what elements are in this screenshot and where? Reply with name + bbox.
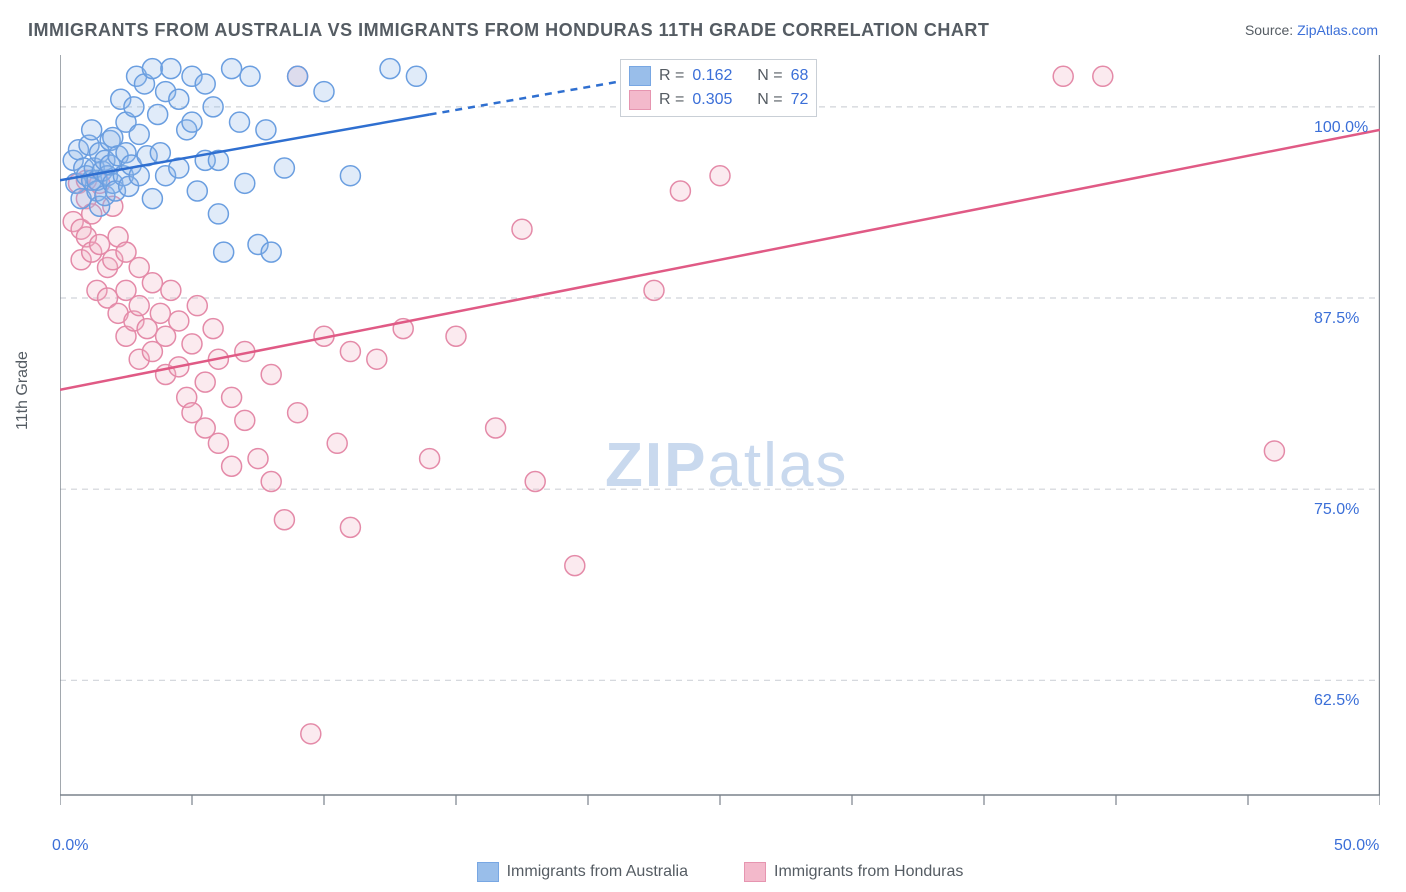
- legend-item-a: Immigrants from Australia: [477, 862, 688, 882]
- legend-stats-row-a: R = 0.162 N = 68: [629, 64, 808, 88]
- legend-item-b: Immigrants from Honduras: [744, 862, 963, 882]
- plot-svg: [60, 55, 1380, 815]
- legend-label: Immigrants from Australia: [507, 863, 688, 881]
- legend-label: Immigrants from Honduras: [774, 863, 963, 881]
- y-tick-label: 62.5%: [1314, 692, 1359, 710]
- swatch-icon: [477, 862, 499, 882]
- scatter-plot: ZIPatlas R = 0.162 N = 68 R = 0.305 N = …: [60, 55, 1380, 815]
- y-tick-label: 100.0%: [1314, 119, 1368, 137]
- stat-n-label: N =: [757, 67, 782, 85]
- stat-r-value: 0.162: [692, 67, 732, 85]
- stat-r-value: 0.305: [692, 91, 732, 109]
- source-credit: Source: ZipAtlas.com: [1245, 22, 1378, 38]
- source-prefix: Source:: [1245, 22, 1297, 38]
- y-tick-label: 75.0%: [1314, 501, 1359, 519]
- stat-n-label: N =: [757, 91, 782, 109]
- x-axis-min-label: 0.0%: [52, 837, 88, 855]
- stat-r-label: R =: [659, 91, 684, 109]
- stat-n-value: 72: [791, 91, 809, 109]
- stat-r-label: R =: [659, 67, 684, 85]
- legend-stats-row-b: R = 0.305 N = 72: [629, 88, 808, 112]
- source-link[interactable]: ZipAtlas.com: [1297, 22, 1378, 38]
- y-axis-label: 11th Grade: [14, 351, 32, 430]
- bottom-legend: Immigrants from Australia Immigrants fro…: [60, 862, 1380, 882]
- y-tick-label: 87.5%: [1314, 310, 1359, 328]
- stat-n-value: 68: [791, 67, 809, 85]
- swatch-icon: [744, 862, 766, 882]
- swatch-icon: [629, 66, 651, 86]
- x-axis-max-label: 50.0%: [1334, 837, 1379, 855]
- swatch-icon: [629, 90, 651, 110]
- chart-title: IMMIGRANTS FROM AUSTRALIA VS IMMIGRANTS …: [28, 20, 989, 41]
- legend-stats-box: R = 0.162 N = 68 R = 0.305 N = 72: [620, 59, 817, 117]
